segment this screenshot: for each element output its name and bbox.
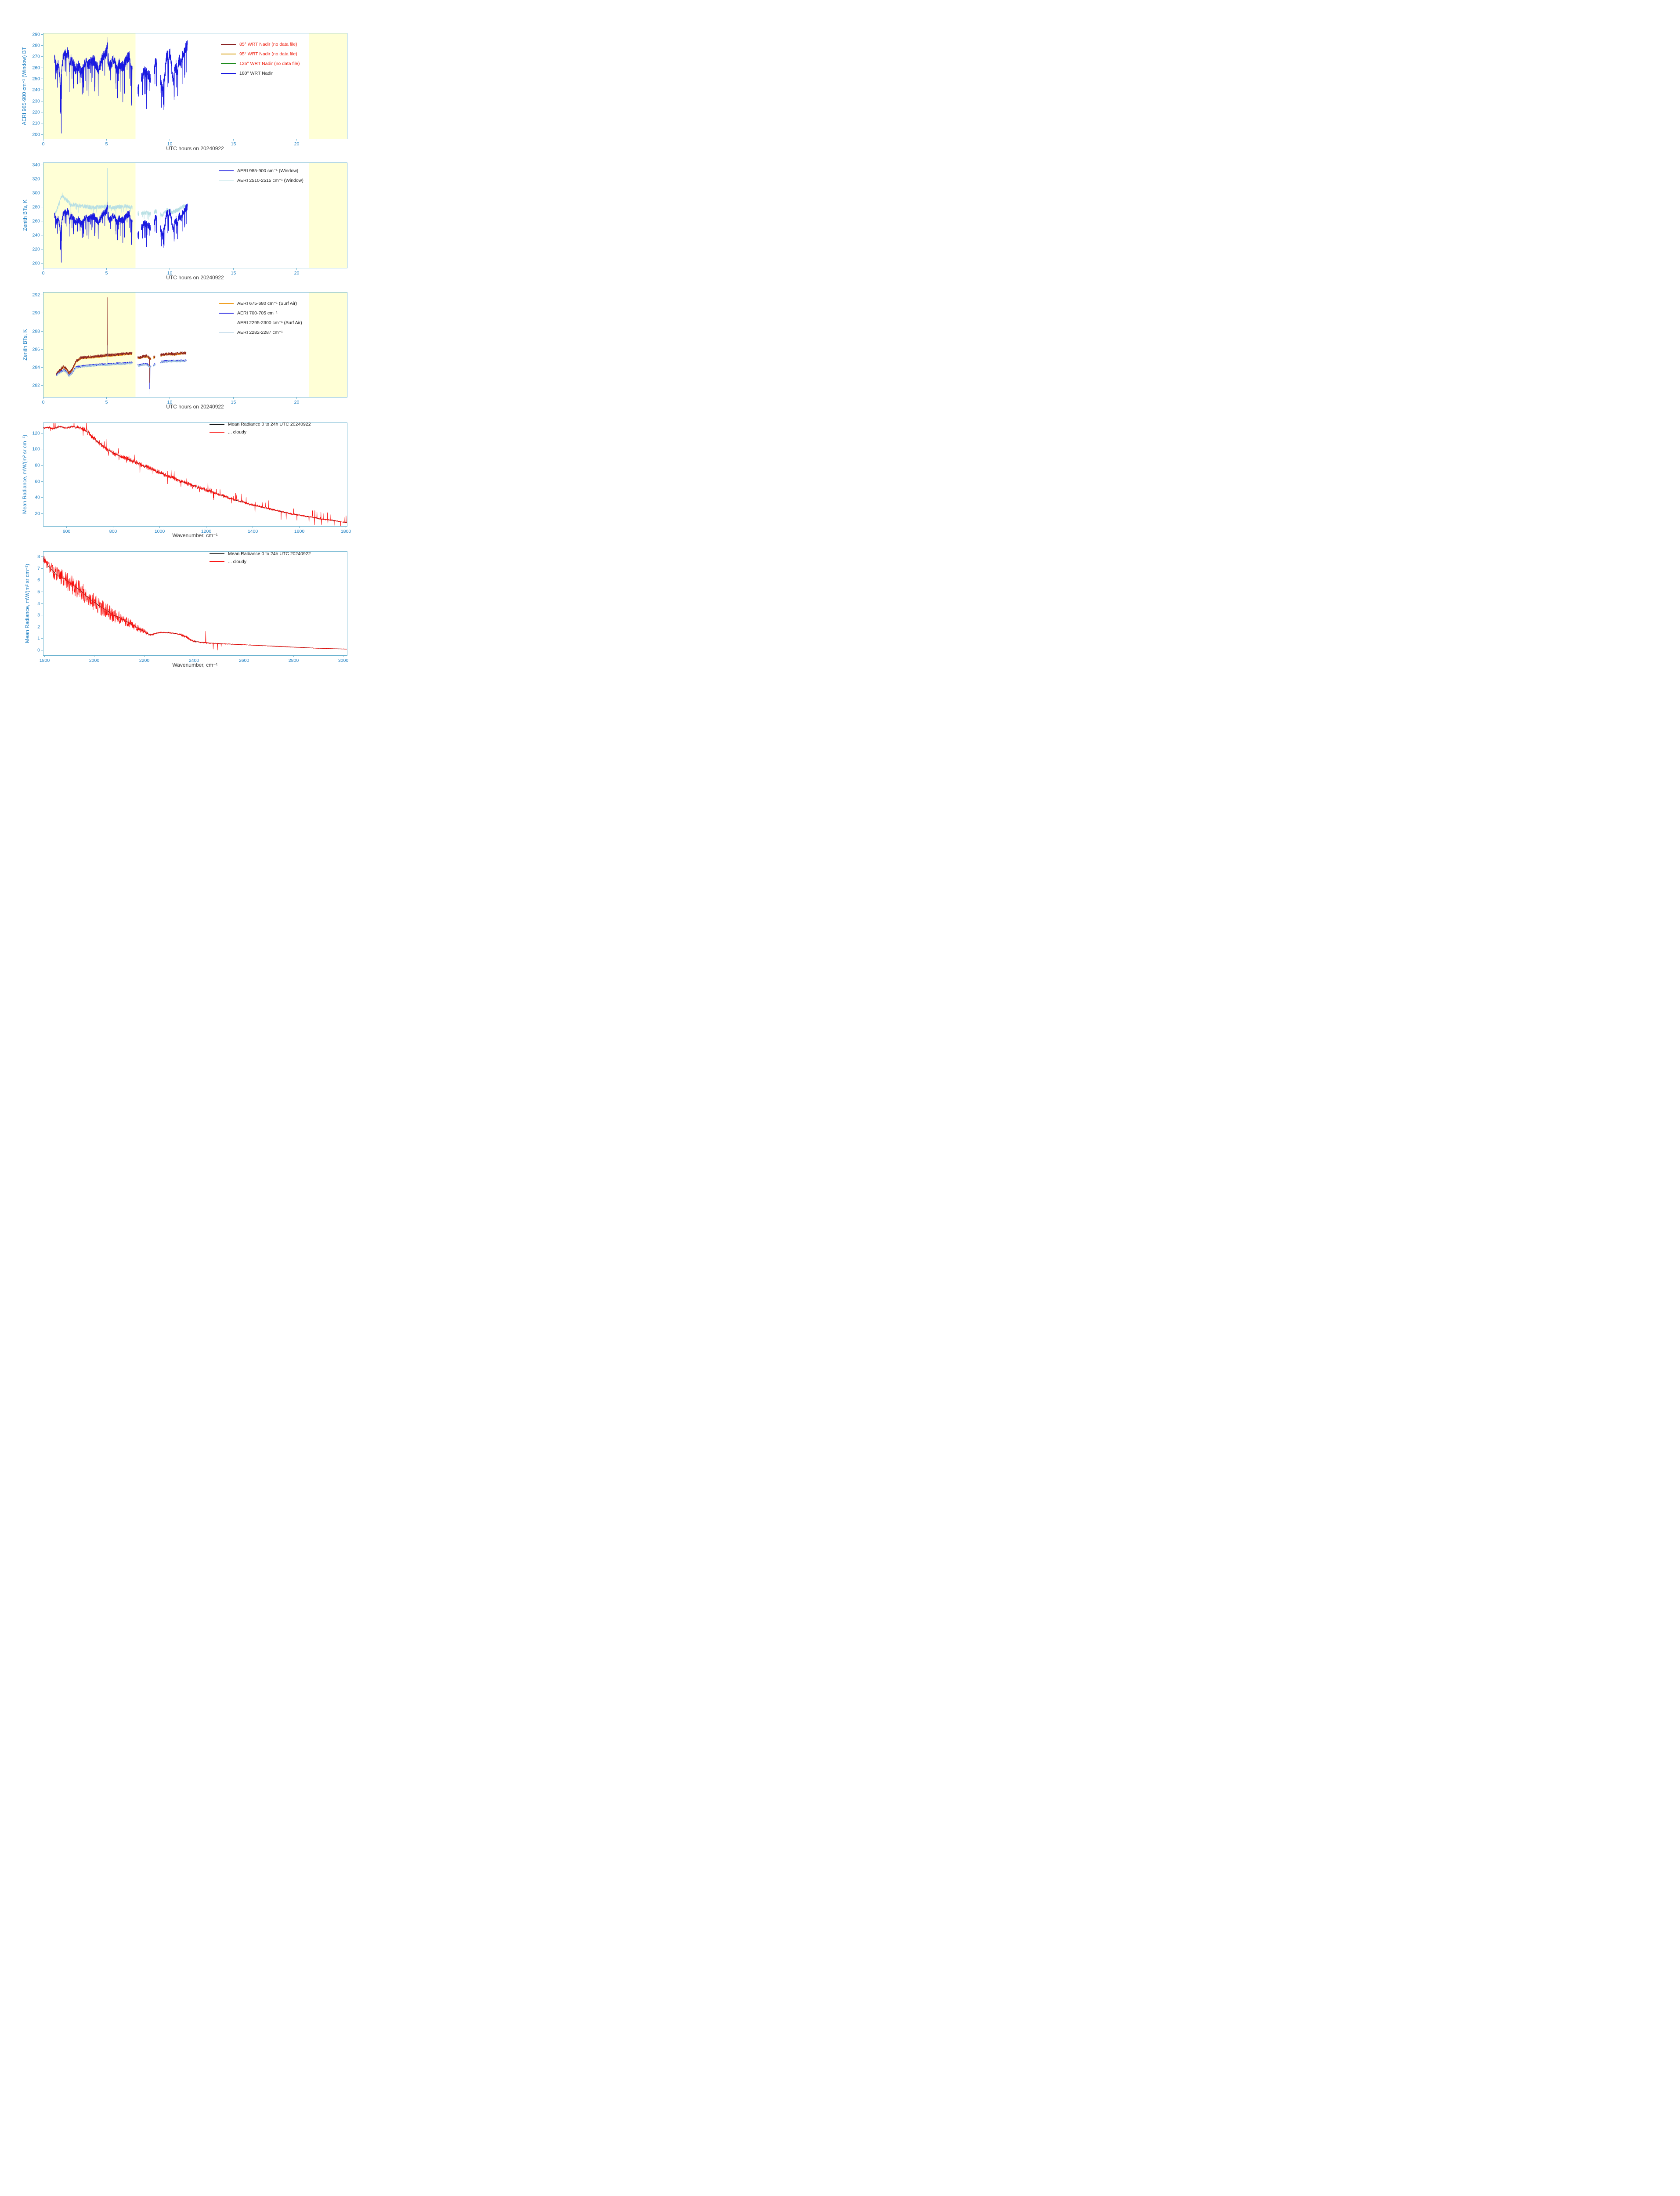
- chart5-legend: Mean Radiance 0 to 24h UTC 20240922 ... c…: [210, 550, 311, 566]
- legend-line-swatch: [221, 73, 236, 74]
- legend-entry: ... cloudy: [210, 558, 311, 566]
- chart4-legend: Mean Radiance 0 to 24h UTC 20240922 ... c…: [210, 420, 311, 436]
- legend-entry: AERI 2295-2300 cm⁻¹ (Surf Air): [219, 318, 302, 328]
- legend-entry: AERI 700-705 cm⁻¹: [219, 308, 302, 318]
- chart5-x-axis-label: Wavenumber, cm⁻¹: [172, 662, 218, 668]
- legend-label: Mean Radiance 0 to 24h UTC 20240922: [228, 422, 311, 427]
- legend-entry: AERI 985-900 cm⁻¹ (Window): [219, 166, 303, 176]
- legend-entry: 125° WRT Nadir (no data file): [221, 59, 300, 69]
- legend-line-swatch: [210, 432, 224, 433]
- legend-line-swatch: [219, 312, 234, 314]
- legend-entry: 85° WRT Nadir (no data file): [221, 40, 300, 49]
- legend-entry: Mean Radiance 0 to 24h UTC 20240922: [210, 420, 311, 428]
- legend-line-swatch: [221, 44, 236, 45]
- chart3-y-axis-label: Zenith BTs, K: [22, 329, 28, 361]
- chart4-y-axis-label: Mean Radiance, mW/(m² sr cm⁻¹): [22, 434, 28, 514]
- aeri-quicklook-figure: AERI 985-900 cm⁻¹ (Window) BT UTC hours …: [0, 0, 448, 703]
- legend-label: AERI 675-680 cm⁻¹ (Surf Air): [237, 301, 297, 306]
- chart4-x-axis-label: Wavenumber, cm⁻¹: [172, 532, 218, 538]
- legend-entry: AERI 2510-2515 cm⁻¹ (Window): [219, 176, 303, 185]
- legend-label: Mean Radiance 0 to 24h UTC 20240922: [228, 551, 311, 556]
- legend-line-swatch: [210, 561, 224, 562]
- legend-label: 180° WRT Nadir: [239, 71, 273, 76]
- legend-line-swatch: [210, 553, 224, 554]
- legend-entry: AERI 2282-2287 cm⁻¹: [219, 328, 302, 337]
- legend-label: ... cloudy: [228, 559, 247, 564]
- legend-entry: AERI 675-680 cm⁻¹ (Surf Air): [219, 299, 302, 308]
- legend-label: 85° WRT Nadir (no data file): [239, 42, 297, 47]
- chart3-x-axis-label: UTC hours on 20240922: [166, 404, 224, 410]
- legend-label: 125° WRT Nadir (no data file): [239, 61, 300, 66]
- legend-label: AERI 2282-2287 cm⁻¹: [237, 330, 283, 335]
- legend-line-swatch: [219, 170, 234, 172]
- legend-line-swatch: [219, 332, 234, 333]
- chart2-legend: AERI 985-900 cm⁻¹ (Window) AERI 2510-2515…: [219, 166, 303, 185]
- legend-line-swatch: [221, 63, 236, 64]
- chart3-legend: AERI 675-680 cm⁻¹ (Surf Air) AERI 700-705…: [219, 299, 302, 337]
- chart1-y-axis-label: AERI 985-900 cm⁻¹ (Window) BT: [21, 47, 27, 125]
- legend-line-swatch: [219, 303, 234, 304]
- plots-canvas: [0, 0, 448, 703]
- legend-label: AERI 2510-2515 cm⁻¹ (Window): [237, 178, 303, 183]
- legend-entry: 95° WRT Nadir (no data file): [221, 49, 300, 59]
- legend-entry: ... cloudy: [210, 428, 311, 436]
- legend-entry: Mean Radiance 0 to 24h UTC 20240922: [210, 550, 311, 558]
- legend-label: AERI 2295-2300 cm⁻¹ (Surf Air): [237, 320, 302, 325]
- chart2-y-axis-label: Zenith BTs, K: [22, 199, 28, 231]
- chart1-legend: 85° WRT Nadir (no data file) 95° WRT Nadi…: [221, 40, 300, 78]
- legend-label: AERI 700-705 cm⁻¹: [237, 311, 278, 316]
- chart5-y-axis-label: Mean Radiance, mW/(m² sr cm⁻¹): [24, 563, 30, 643]
- legend-entry: 180° WRT Nadir: [221, 69, 300, 78]
- chart1-x-axis-label: UTC hours on 20240922: [166, 145, 224, 152]
- legend-label: ... cloudy: [228, 430, 247, 435]
- legend-label: AERI 985-900 cm⁻¹ (Window): [237, 168, 299, 173]
- chart2-x-axis-label: UTC hours on 20240922: [166, 274, 224, 281]
- legend-line-swatch: [210, 424, 224, 425]
- legend-label: 95° WRT Nadir (no data file): [239, 51, 297, 57]
